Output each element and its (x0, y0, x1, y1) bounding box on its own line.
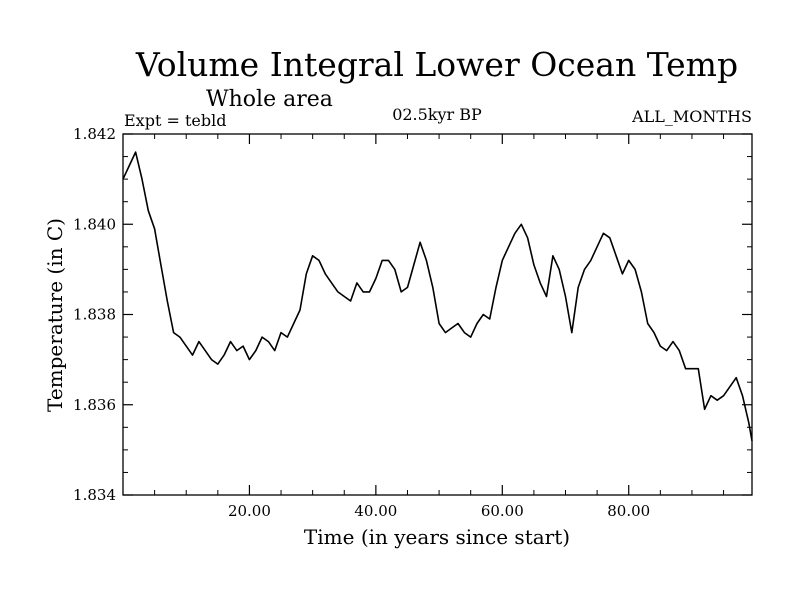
y-tick-label: 1.834 (73, 486, 116, 504)
y-axis-ticks: 1.834 1.836 1.838 1.840 1.842 (73, 125, 752, 504)
x-tick-label: 60.00 (481, 502, 524, 520)
y-tick-label: 1.842 (73, 125, 116, 143)
temperature-series-line (122, 151, 753, 442)
y-axis-label: Temperature (in C) (43, 218, 67, 412)
x-tick-label: 20.00 (228, 502, 271, 520)
x-tick-label: 80.00 (607, 502, 650, 520)
x-axis-label: Time (in years since start) (304, 525, 570, 549)
chart-title: Volume Integral Lower Ocean Temp (135, 45, 738, 84)
chart-subtitle: Whole area (206, 87, 333, 112)
period-label: 02.5kyr BP (392, 105, 482, 124)
y-tick-label: 1.840 (73, 215, 116, 233)
months-label: ALL_MONTHS (631, 107, 752, 126)
y-tick-label: 1.836 (73, 396, 116, 414)
y-tick-label: 1.838 (73, 306, 116, 324)
experiment-label: Expt = tebld (124, 111, 226, 130)
x-minor-ticks (154, 134, 725, 495)
y-minor-ticks (123, 156, 752, 473)
x-tick-label: 40.00 (354, 502, 397, 520)
x-axis-ticks: 20.00 40.00 60.00 80.00 (228, 134, 650, 520)
